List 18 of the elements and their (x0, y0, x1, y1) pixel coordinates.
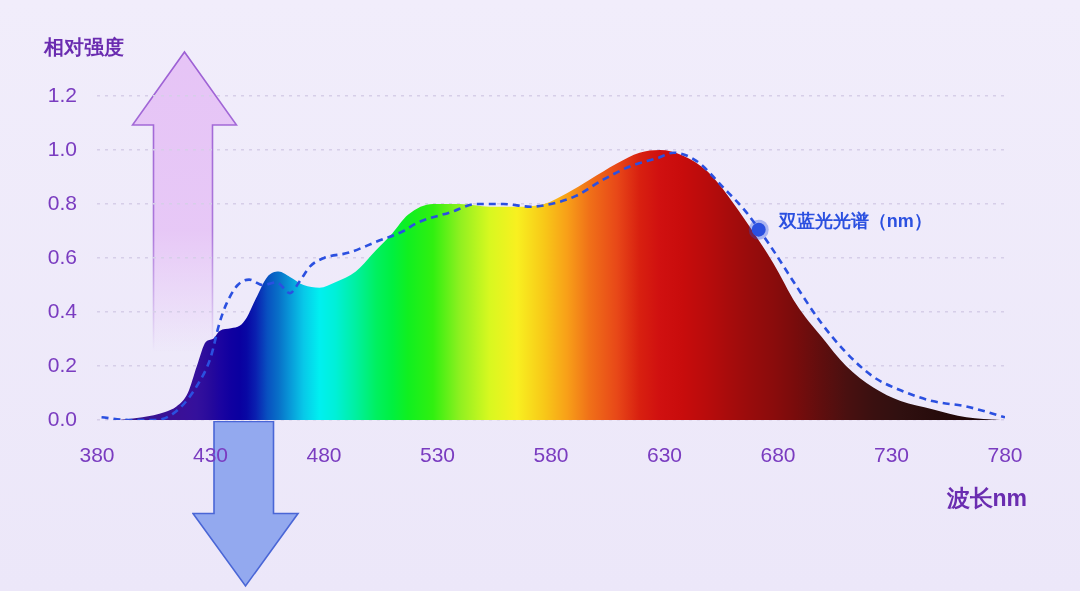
x-tick-label: 680 (760, 443, 796, 467)
x-tick-label: 780 (987, 443, 1023, 467)
x-tick-label: 480 (306, 443, 342, 467)
y-tick-label: 1.0 (47, 136, 77, 160)
y-tick-label: 0.4 (47, 298, 78, 322)
x-tick-label: 380 (79, 443, 115, 467)
y-tick-label: 0.8 (47, 190, 77, 214)
x-tick-label: 730 (873, 443, 910, 467)
x-tick-label: 530 (419, 443, 456, 467)
y-tick-label: 0.6 (47, 244, 77, 268)
y-tick-label: 1.2 (47, 82, 77, 106)
y-axis-title: 相对强度 (43, 35, 124, 58)
x-tick-label: 630 (646, 443, 683, 467)
legend-label: 双蓝光光谱（nm） (777, 210, 932, 231)
y-tick-label: 0.0 (47, 406, 77, 430)
x-axis-title: 波长nm (945, 485, 1027, 512)
x-tick-label: 580 (533, 443, 569, 467)
y-tick-label: 0.2 (47, 352, 77, 376)
